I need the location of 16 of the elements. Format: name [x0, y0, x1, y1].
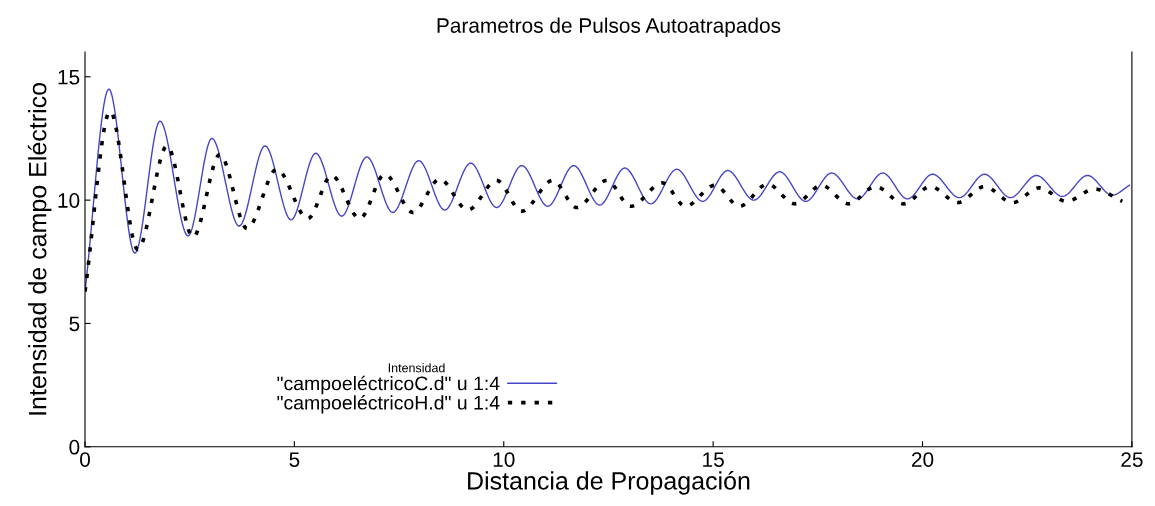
y-tick-label: 0: [69, 439, 80, 455]
y-tick-label: 10: [58, 193, 80, 208]
legend-label: "campoeléctricoH.d" u 1:4: [277, 395, 500, 414]
chart-title: Parametros de Pulsos Autoatrapados: [437, 17, 781, 37]
legend-label: "campoeléctricoC.d" u 1:4: [277, 375, 500, 395]
x-tick-label: 15: [703, 452, 724, 467]
y-tick-label: 15: [58, 70, 80, 85]
x-tick-label: 0: [80, 452, 90, 467]
x-tick-label: 10: [493, 452, 515, 467]
x-tick-label: 25: [1121, 452, 1143, 467]
legend-title: Intensidad: [388, 363, 445, 373]
x-axis-title: Distancia de Propagación: [468, 471, 750, 495]
x-tick-label: 20: [911, 452, 934, 467]
y-axis-title: Intensidad de campo Eléctrico: [27, 83, 52, 415]
x-tick-label: 5: [289, 452, 300, 467]
y-tick-label: 5: [69, 316, 80, 332]
